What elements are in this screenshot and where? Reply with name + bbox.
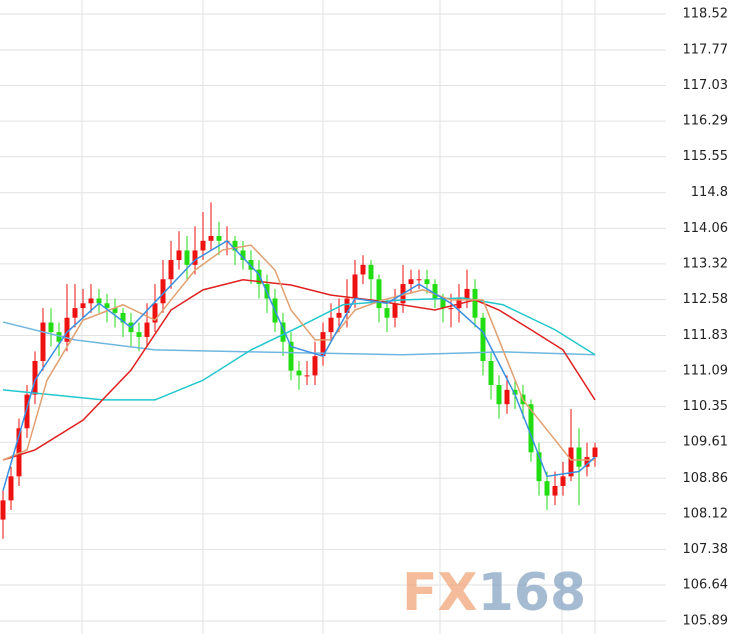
candle-body: [56, 332, 62, 342]
candle-body: [184, 250, 190, 265]
candle-body: [240, 250, 246, 261]
y-tick-label: 114.8: [691, 185, 728, 200]
candle-body: [376, 279, 382, 309]
y-tick-label: 112.58: [683, 292, 729, 307]
watermark: FX168: [402, 563, 586, 623]
y-tick-label: 107.38: [683, 542, 729, 557]
candle-body: [512, 389, 518, 395]
candle-body: [232, 240, 238, 251]
candle-body: [8, 476, 14, 501]
candle-body: [592, 447, 598, 458]
candle-body: [568, 447, 574, 477]
y-tick-label: 114.06: [683, 221, 729, 236]
candle-body: [304, 375, 310, 377]
candle-body: [360, 264, 366, 275]
candle-body: [464, 288, 470, 299]
y-tick-label: 108.86: [683, 471, 729, 486]
watermark-part: FX: [402, 563, 478, 623]
moving-average: [2, 297, 596, 401]
y-tick-label: 117.03: [683, 78, 729, 93]
candle-body: [560, 476, 566, 486]
candle-body: [160, 279, 166, 304]
candle-body: [168, 260, 174, 280]
candle-body: [312, 356, 318, 376]
candle-body: [120, 312, 126, 323]
y-tick-label: 110.35: [683, 399, 729, 414]
candle-body: [96, 298, 102, 304]
candle-body: [88, 298, 94, 304]
candle-body: [576, 447, 582, 467]
y-tick-label: 116.29: [683, 114, 729, 129]
candle-body: [152, 303, 158, 323]
candle-body: [552, 485, 558, 496]
candle-body: [528, 404, 534, 453]
candle-body: [384, 308, 390, 318]
watermark-part: 168: [478, 563, 587, 623]
candle-body: [24, 394, 30, 429]
candle-body: [408, 279, 414, 285]
candle-body: [144, 322, 150, 337]
candle-body: [136, 332, 142, 337]
candle-body: [72, 308, 78, 318]
candle-body: [480, 317, 486, 361]
candle-body: [416, 279, 422, 281]
candle-body: [0, 500, 6, 520]
candle-body: [104, 303, 110, 309]
candle-body: [368, 264, 374, 280]
candle-body: [504, 389, 510, 405]
candle-body: [200, 240, 206, 251]
candle-body: [216, 236, 222, 241]
candle-body: [16, 428, 22, 477]
candle-body: [40, 322, 46, 361]
candle-body: [536, 452, 542, 482]
candle-body: [280, 322, 286, 342]
candle-body: [192, 250, 198, 265]
candle-body: [48, 322, 54, 333]
candle-body: [248, 260, 254, 270]
candle-body: [496, 385, 502, 405]
candle-body: [296, 370, 302, 376]
candle-body: [352, 274, 358, 299]
candle-body: [64, 317, 70, 342]
candle-body: [80, 303, 86, 309]
candle-body: [344, 298, 350, 313]
candle-body: [440, 298, 446, 309]
y-tick-label: 109.61: [683, 435, 729, 450]
candle-body: [544, 481, 550, 496]
candle-body: [176, 250, 182, 261]
y-tick-label: 118.52: [683, 6, 729, 21]
candle-body: [208, 236, 214, 241]
vertical-grid: [81, 0, 596, 634]
y-tick-label: 117.77: [683, 42, 729, 57]
candle-body: [392, 303, 398, 318]
candle-body: [336, 312, 342, 318]
y-tick-label: 111.09: [683, 364, 729, 379]
y-tick-label: 115.55: [683, 149, 729, 164]
moving-average: [2, 239, 596, 491]
candle-body: [584, 457, 590, 467]
candle-body: [432, 284, 438, 299]
moving-average: [2, 278, 596, 461]
candle-body: [112, 308, 118, 313]
candle-body: [448, 308, 454, 310]
y-tick-label: 105.89: [683, 614, 729, 629]
y-tick-label: 111.83: [683, 328, 729, 343]
y-tick-label: 108.12: [683, 506, 729, 521]
moving-average: [2, 244, 595, 461]
candle-body: [32, 360, 38, 395]
y-tick-label: 113.32: [683, 256, 729, 271]
candle-body: [328, 317, 334, 333]
candle-body: [320, 332, 326, 357]
candle-body: [256, 269, 262, 285]
candle-body: [488, 360, 494, 386]
candle-body: [424, 279, 430, 285]
y-tick-label: 106.64: [683, 577, 729, 592]
candle-body: [288, 341, 294, 371]
candle-body: [472, 288, 478, 318]
